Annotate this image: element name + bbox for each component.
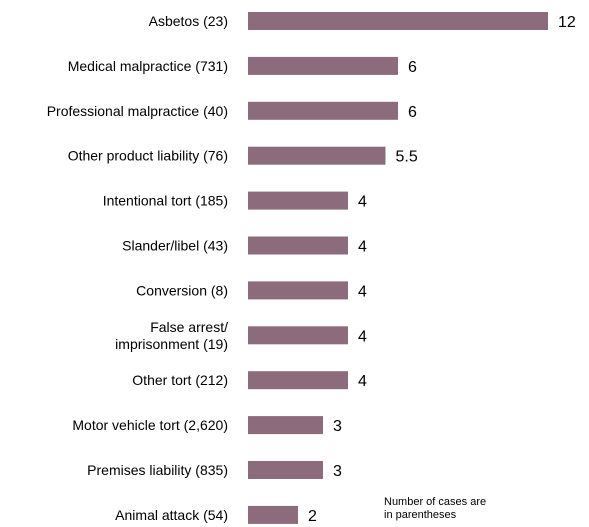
bar-7	[248, 326, 348, 345]
bars-group	[248, 12, 548, 524]
cases-note-line-2: in parentheses	[384, 509, 457, 521]
value-label-5: 4	[358, 239, 367, 256]
category-label-2: Professional malpractice (40)	[47, 103, 228, 119]
value-label-1: 6	[408, 59, 417, 76]
category-label-1: Medical malpractice (731)	[68, 58, 228, 74]
value-label-2: 6	[408, 104, 417, 121]
bar-11	[248, 505, 298, 524]
bar-3	[248, 146, 386, 165]
bar-4	[248, 191, 348, 210]
value-label-6: 4	[358, 283, 367, 300]
category-label-7-line-1: imprisonment (19)	[115, 336, 228, 352]
value-label-4: 4	[358, 194, 367, 211]
bar-8	[248, 371, 348, 390]
category-label-8: Other tort (212)	[132, 372, 228, 388]
category-label-7-line-0: False arrest/	[150, 319, 228, 335]
cases-note: Number of cases are in parentheses	[384, 496, 534, 522]
value-label-10: 3	[333, 463, 342, 480]
category-label-4: Intentional tort (185)	[103, 193, 228, 209]
value-label-8: 4	[358, 373, 367, 390]
value-label-11: 2	[308, 508, 317, 525]
category-labels-group: Asbetos (23) Medical malpractice (731) Pro…	[47, 13, 228, 523]
bar-2	[248, 101, 398, 120]
category-label-3: Other product liability (76)	[68, 148, 228, 164]
category-label-5: Slander/libel (43)	[122, 238, 228, 254]
category-label-6: Conversion (8)	[136, 282, 228, 298]
bar-5	[248, 236, 348, 255]
value-label-9: 3	[333, 418, 342, 435]
bar-0	[248, 12, 548, 30]
category-label-0: Asbetos (23)	[149, 13, 228, 29]
category-label-11: Animal attack (54)	[115, 507, 228, 523]
bar-10	[248, 461, 323, 479]
value-label-3: 5.5	[396, 149, 418, 166]
bar-6	[248, 281, 348, 300]
bar-9	[248, 416, 323, 435]
cases-note-line-1: Number of cases are	[384, 496, 487, 508]
category-label-9: Motor vehicle tort (2,620)	[72, 417, 228, 433]
bar-1	[248, 56, 398, 75]
value-label-7: 4	[358, 328, 367, 345]
category-label-10: Premises liability (835)	[87, 462, 228, 478]
value-label-0: 12	[558, 14, 576, 31]
value-labels-group: 12 6 6 5.5 4 4 4 4 4 3 3 2	[308, 14, 576, 525]
